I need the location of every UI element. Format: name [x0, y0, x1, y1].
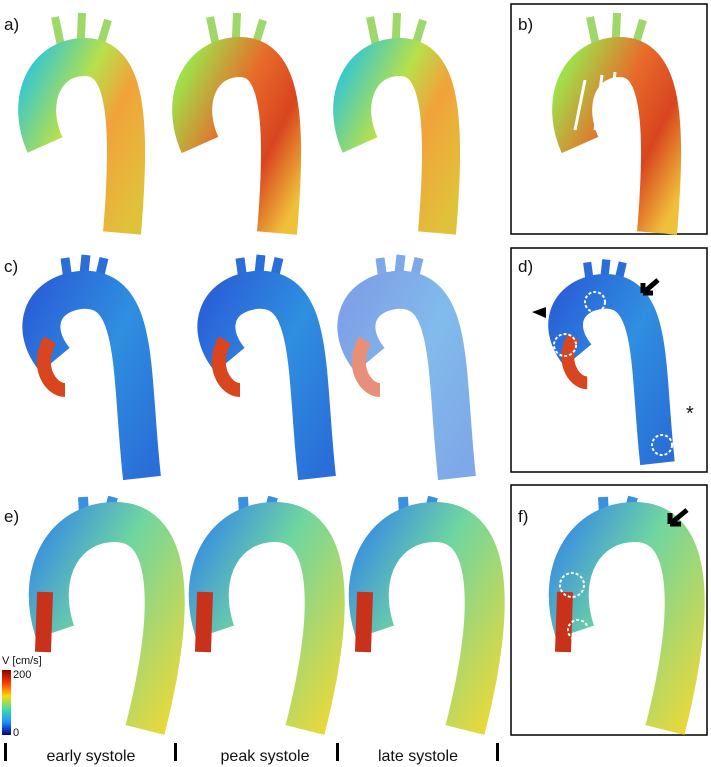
aorta-image [203, 497, 325, 730]
panel-frame [510, 3, 708, 235]
aorta-image [43, 497, 165, 730]
aorta-image [41, 255, 142, 478]
divider [174, 743, 177, 761]
colorbar [2, 670, 11, 735]
aorta-image [216, 255, 317, 478]
colorbar-max: 200 [13, 669, 31, 681]
arrow [667, 508, 689, 527]
panel-frame [510, 247, 708, 473]
panel-label: e) [4, 507, 19, 526]
streamline-arrows [573, 71, 617, 131]
vortex-marker [651, 434, 673, 456]
aorta-image [37, 13, 126, 233]
panel-frame [510, 484, 708, 736]
divider [336, 743, 339, 761]
arrow [640, 278, 660, 296]
panel-label: c) [4, 257, 18, 276]
arrowhead [532, 307, 546, 318]
aorta-image [356, 255, 457, 478]
aorta-image [563, 497, 685, 730]
colorbar-label: V [cm/s] [2, 655, 42, 667]
panel-label: d) [518, 257, 533, 276]
aorta-image [192, 13, 281, 233]
panel-label: f) [518, 507, 528, 526]
panel-label: b) [518, 15, 533, 34]
vortex-marker [584, 291, 606, 313]
divider [496, 743, 499, 761]
aorta-image [352, 13, 441, 233]
aorta-image [363, 497, 485, 730]
annotation: * [686, 403, 694, 425]
colorbar-min: 0 [13, 727, 19, 739]
column-label: early systole [47, 748, 136, 765]
aorta-image [572, 13, 661, 233]
divider [4, 743, 7, 761]
column-label: peak systole [221, 748, 310, 765]
vortex-marker [553, 333, 577, 357]
column-label: late systole [378, 748, 458, 765]
vortex-marker [559, 572, 585, 598]
panel-label: a) [4, 15, 19, 34]
vortex-marker [567, 619, 589, 641]
